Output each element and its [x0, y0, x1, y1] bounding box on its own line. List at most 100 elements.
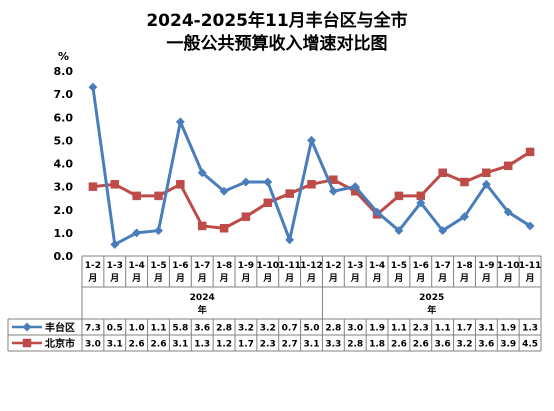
y-tick-label: 6.0: [54, 111, 74, 124]
data-table-value: 2.8: [216, 324, 232, 334]
data-table-value: 1.1: [435, 324, 451, 334]
x-tick-suffix: 月: [503, 273, 513, 284]
x-tick-label: 1-7: [435, 261, 451, 271]
x-tick-suffix: 月: [437, 273, 447, 284]
x-tick-suffix: 月: [219, 273, 229, 284]
x-tick-suffix: 月: [109, 273, 119, 284]
x-tick-suffix: 月: [153, 273, 163, 284]
y-tick-label: 3.0: [54, 181, 74, 194]
data-table-value: 3.1: [304, 340, 320, 350]
data-table-value: 3.2: [260, 324, 276, 334]
data-table-value: 2.6: [151, 340, 167, 350]
data-point-marker: [285, 235, 295, 245]
data-point-marker: [110, 239, 120, 249]
data-point-marker: [416, 198, 426, 208]
x-tick-suffix: 月: [481, 273, 491, 284]
data-point-marker: [394, 226, 404, 236]
x-tick-label: 1-5: [391, 261, 407, 271]
data-table-value: 2.8: [325, 324, 341, 334]
data-point-marker: [525, 147, 535, 157]
data-point-marker: [153, 226, 164, 236]
data-table-value: 0.5: [107, 324, 123, 334]
legend-label: 丰台区: [45, 321, 75, 334]
data-table-value: 1.1: [391, 324, 407, 334]
data-point-marker: [460, 177, 469, 187]
x-tick-label: 1-9: [478, 261, 494, 271]
data-point-marker: [175, 117, 185, 127]
data-point-marker: [438, 168, 447, 177]
year-group-suffix: 年: [198, 304, 207, 316]
data-table-value: 1.7: [238, 340, 254, 350]
data-point-marker: [503, 161, 513, 171]
x-tick-label: 1-10: [497, 261, 520, 271]
data-table-value: 1.3: [194, 340, 210, 350]
data-table-value: 1.8: [369, 340, 385, 350]
x-tick-label: 1-11: [519, 261, 542, 271]
data-point-marker: [241, 177, 251, 187]
data-point-marker: [110, 180, 120, 189]
data-table-value: 1.2: [216, 340, 232, 350]
data-table-value: 2.3: [260, 340, 276, 350]
data-point-marker: [394, 191, 404, 201]
x-tick-suffix: 月: [459, 273, 469, 284]
x-tick-label: 1-7: [194, 261, 210, 271]
x-tick-label: 1-11: [278, 261, 301, 271]
x-tick-label: 1-4: [369, 261, 385, 271]
x-tick-label: 1-9: [238, 261, 254, 271]
data-table-value: 1.9: [369, 324, 385, 334]
data-table-value: 2.7: [282, 340, 298, 350]
data-table-value: 3.6: [194, 324, 210, 334]
data-point-marker: [219, 224, 229, 233]
data-table-value: 3.1: [172, 340, 188, 350]
x-tick-label: 1-8: [456, 261, 472, 271]
data-table-value: 3.2: [238, 324, 254, 334]
data-table-value: 0.7: [282, 324, 298, 334]
y-axis-unit: %: [58, 50, 69, 63]
data-table-value: 1.3: [522, 324, 538, 334]
data-table-value: 3.6: [435, 340, 451, 350]
y-tick-label: 1.0: [54, 227, 74, 240]
x-tick-label: 1-6: [172, 261, 188, 271]
x-tick-suffix: 月: [393, 273, 403, 284]
data-point-marker: [241, 212, 251, 221]
data-point-marker: [306, 135, 317, 145]
data-point-marker: [285, 189, 294, 198]
data-table-value: 5.8: [172, 324, 188, 334]
x-tick-label: 1-8: [216, 261, 232, 271]
y-tick-label: 2.0: [54, 204, 74, 217]
data-table-value: 2.8: [347, 340, 363, 350]
data-table-value: 3.0: [347, 324, 363, 334]
data-table-value: 2.6: [129, 340, 145, 350]
x-tick-suffix: 月: [284, 273, 294, 284]
data-table-value: 1.0: [129, 324, 145, 334]
data-point-marker: [503, 207, 513, 217]
data-table-value: 1.9: [500, 324, 516, 334]
x-tick-label: 1-12: [300, 261, 323, 271]
chart-title-line-2: 一般公共预算收入增速对比图: [166, 34, 388, 54]
y-tick-label: 0.0: [54, 250, 74, 263]
data-point-marker: [372, 207, 382, 217]
legend-marker: [22, 338, 32, 348]
data-point-marker: [154, 191, 163, 201]
year-group-suffix: 年: [427, 304, 436, 316]
legend-label: 北京市: [45, 337, 75, 350]
x-tick-suffix: 月: [350, 273, 360, 284]
data-table-value: 3.3: [325, 340, 341, 350]
x-tick-suffix: 月: [197, 273, 207, 284]
data-point-marker: [88, 182, 98, 191]
data-table-value: 2.3: [413, 324, 429, 334]
data-table-value: 3.6: [478, 340, 494, 350]
data-table-value: 4.5: [522, 340, 538, 350]
x-tick-label: 1-2: [85, 261, 101, 271]
x-tick-label: 1-10: [257, 261, 280, 271]
data-point-marker: [459, 212, 470, 222]
data-table-value: 3.9: [500, 340, 516, 350]
data-point-marker: [88, 82, 98, 92]
data-point-marker: [263, 177, 273, 187]
data-point-marker: [219, 186, 229, 196]
data-table-value: 2.6: [391, 340, 407, 350]
data-point-marker: [263, 198, 273, 208]
x-tick-label: 1-6: [413, 261, 429, 271]
legend-marker: [22, 322, 32, 332]
